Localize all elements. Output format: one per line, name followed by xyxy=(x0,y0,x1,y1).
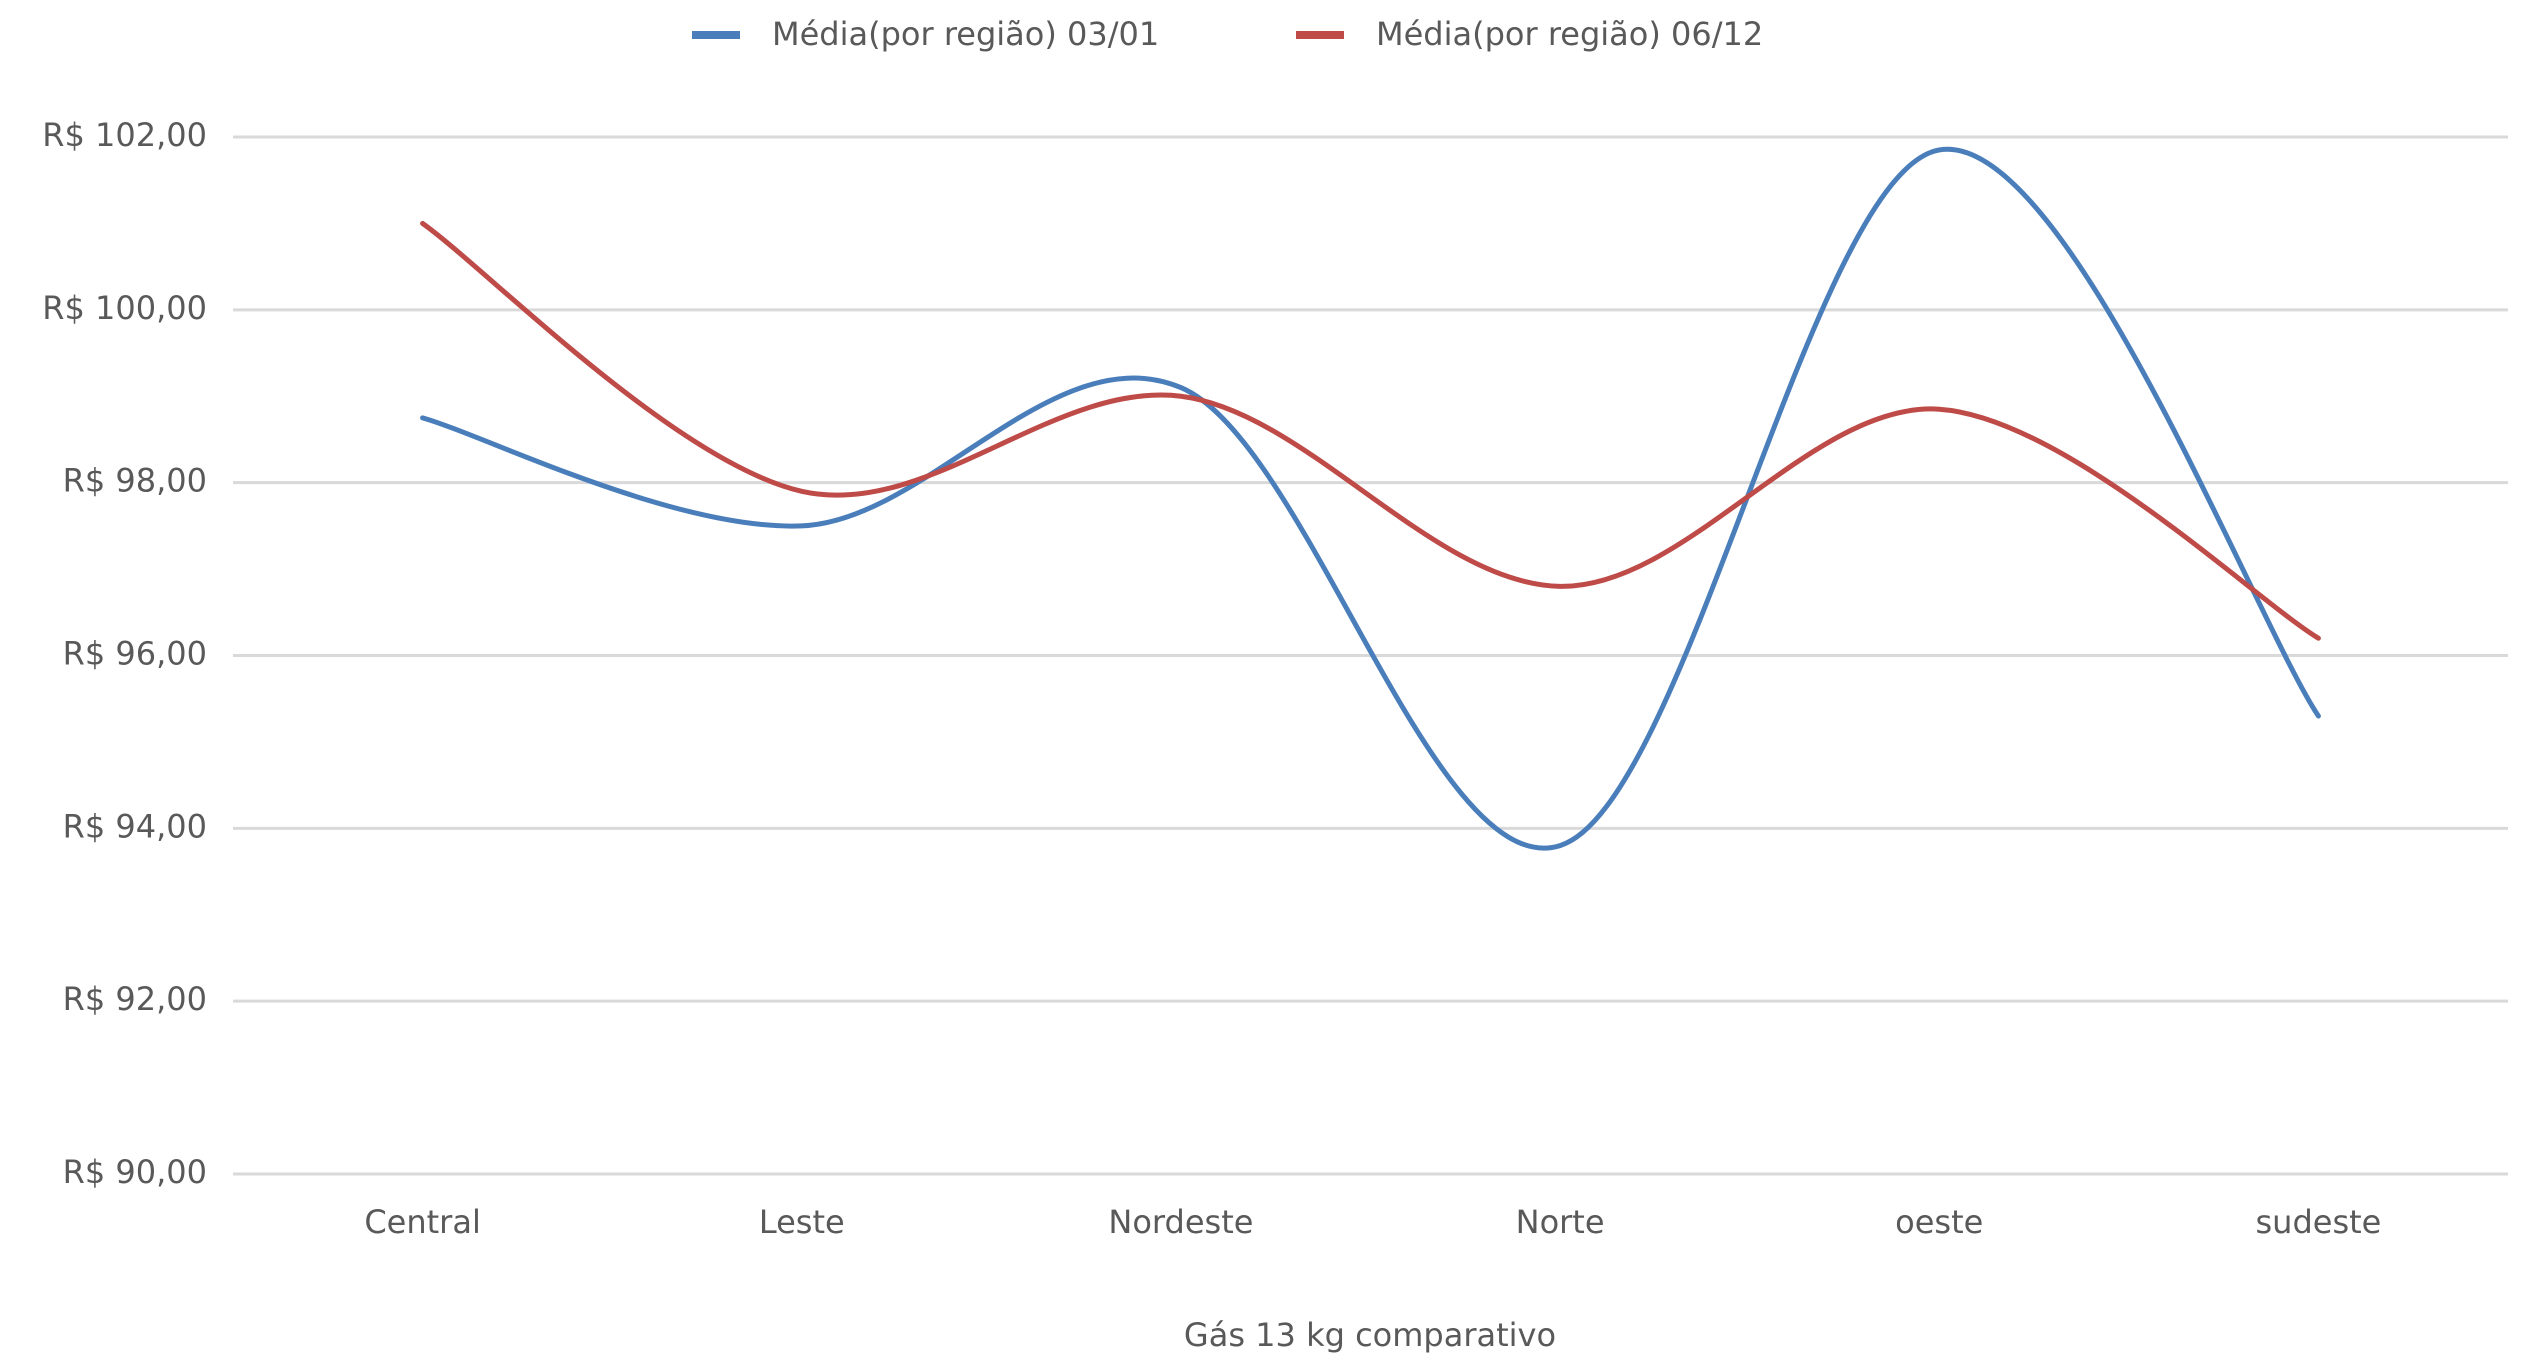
x-axis-title: Gás 13 kg comparativo xyxy=(1184,1316,1556,1354)
y-tick-label: R$ 96,00 xyxy=(63,635,207,673)
x-tick-label: Nordeste xyxy=(1108,1203,1253,1241)
x-tick-label: Central xyxy=(364,1203,481,1241)
y-tick-label: R$ 92,00 xyxy=(63,980,207,1018)
x-tick-label: Norte xyxy=(1516,1203,1605,1241)
y-tick-label: R$ 102,00 xyxy=(42,116,207,154)
x-tick-label: oeste xyxy=(1895,1203,1983,1241)
x-tick-label: sudeste xyxy=(2255,1203,2381,1241)
legend-swatch xyxy=(692,31,740,39)
legend-label: Média(por região) 06/12 xyxy=(1376,15,1763,53)
series-line xyxy=(420,220,2321,641)
x-tick-label: Leste xyxy=(759,1203,845,1241)
series-line xyxy=(420,147,2321,851)
y-tick-label: R$ 94,00 xyxy=(63,807,207,845)
y-tick-label: R$ 90,00 xyxy=(63,1153,207,1191)
y-tick-label: R$ 100,00 xyxy=(42,289,207,327)
legend-swatch xyxy=(1296,31,1344,39)
legend-label: Média(por região) 03/01 xyxy=(772,15,1159,53)
y-tick-label: R$ 98,00 xyxy=(63,462,207,500)
